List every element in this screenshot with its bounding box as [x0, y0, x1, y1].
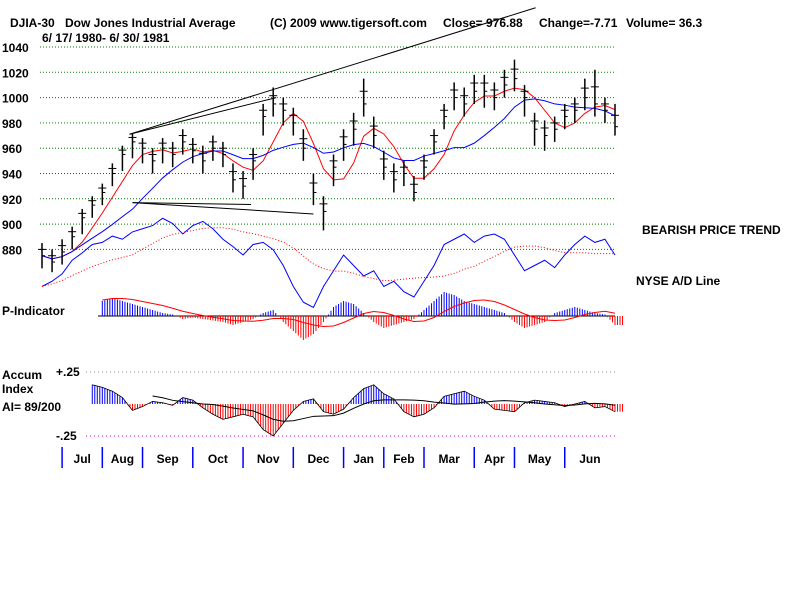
month-label: Oct	[208, 452, 228, 466]
bearish-trend-label: BEARISH PRICE TREND	[642, 223, 781, 237]
y-tick-label: 880	[2, 243, 22, 257]
trendline	[132, 202, 252, 205]
y-tick-label: 1040	[2, 41, 29, 55]
y-tick-label: 960	[2, 142, 22, 156]
month-label: Nov	[257, 452, 280, 466]
trendline	[132, 202, 314, 215]
month-label: Aug	[111, 452, 134, 466]
month-label: Jun	[579, 452, 600, 466]
p-indicator-ma	[102, 298, 616, 328]
ai-value: AI= 89/200	[2, 400, 61, 414]
accum-bottom-tick: -.25	[56, 429, 77, 443]
ad-line	[41, 217, 616, 309]
close-value: Close= 976.88	[443, 16, 523, 30]
month-label: Jan	[353, 452, 374, 466]
long-moving-average	[41, 98, 616, 260]
y-tick-label: 920	[2, 193, 22, 207]
trendline	[129, 97, 277, 135]
month-label: May	[528, 452, 552, 466]
month-label: Dec	[307, 452, 329, 466]
p-indicator-label: P-Indicator	[2, 304, 65, 318]
index-name: Dow Jones Industrial Average	[65, 16, 236, 30]
accum-index-outline	[92, 384, 616, 437]
change-value: Change=-7.71	[539, 16, 618, 30]
copyright: (C) 2009 www.tigersoft.com	[270, 16, 427, 30]
date-range: 6/ 17/ 1980- 6/ 30/ 1981	[42, 31, 170, 45]
month-label: Sep	[157, 452, 179, 466]
ad-line-label: NYSE A/D Line	[636, 274, 721, 288]
volume-value: Volume= 36.3	[626, 16, 702, 30]
ticker-label: DJIA-30	[10, 16, 55, 30]
short-moving-average	[41, 87, 616, 260]
y-tick-label: 900	[2, 218, 22, 232]
y-tick-label: 980	[2, 117, 22, 131]
y-tick-label: 1020	[2, 66, 29, 80]
accum-top-tick: +.25	[56, 365, 80, 379]
accum-label: Accum	[2, 368, 42, 382]
y-tick-label: 940	[2, 168, 22, 182]
month-label: Jul	[74, 452, 91, 466]
ad-line-ma	[41, 227, 615, 287]
month-label: Apr	[484, 452, 505, 466]
y-tick-label: 1000	[2, 92, 29, 106]
month-label: Feb	[393, 452, 414, 466]
index-label: Index	[2, 382, 34, 396]
month-label: Mar	[438, 452, 460, 466]
accum-index-ma	[152, 395, 616, 422]
trendline	[129, 7, 536, 135]
